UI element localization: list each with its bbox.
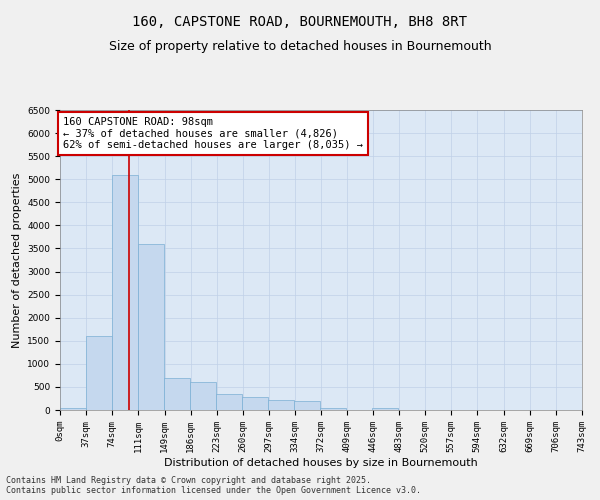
Bar bbox=[242, 398, 268, 410]
Text: Size of property relative to detached houses in Bournemouth: Size of property relative to detached ho… bbox=[109, 40, 491, 53]
Bar bbox=[138, 244, 164, 410]
Text: 160 CAPSTONE ROAD: 98sqm
← 37% of detached houses are smaller (4,826)
62% of sem: 160 CAPSTONE ROAD: 98sqm ← 37% of detach… bbox=[63, 117, 363, 150]
Bar bbox=[60, 408, 86, 410]
Bar bbox=[294, 401, 320, 410]
Bar bbox=[86, 336, 112, 410]
Bar bbox=[268, 400, 294, 410]
Y-axis label: Number of detached properties: Number of detached properties bbox=[12, 172, 22, 348]
X-axis label: Distribution of detached houses by size in Bournemouth: Distribution of detached houses by size … bbox=[164, 458, 478, 468]
Text: 160, CAPSTONE ROAD, BOURNEMOUTH, BH8 8RT: 160, CAPSTONE ROAD, BOURNEMOUTH, BH8 8RT bbox=[133, 15, 467, 29]
Bar bbox=[164, 378, 190, 410]
Bar bbox=[112, 174, 138, 410]
Bar bbox=[320, 408, 346, 410]
Bar bbox=[216, 394, 242, 410]
Text: Contains HM Land Registry data © Crown copyright and database right 2025.
Contai: Contains HM Land Registry data © Crown c… bbox=[6, 476, 421, 495]
Bar bbox=[372, 408, 398, 410]
Bar bbox=[190, 382, 216, 410]
